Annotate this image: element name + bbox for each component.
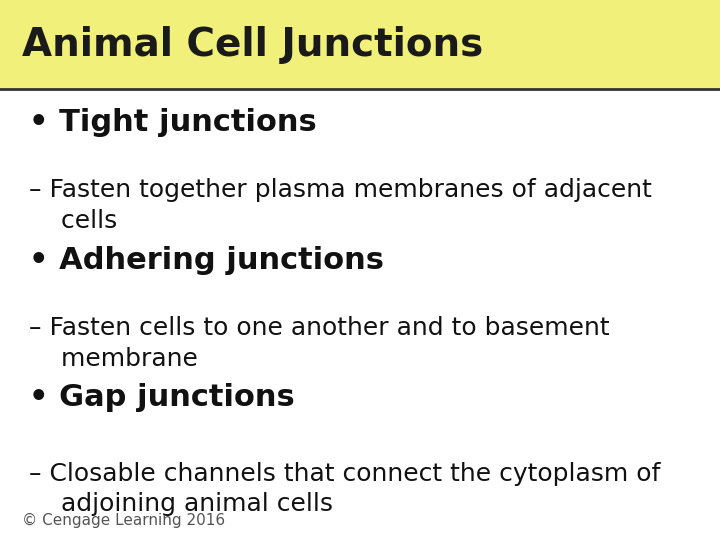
Text: • Tight junctions: • Tight junctions xyxy=(29,108,317,137)
Text: © Cengage Learning 2016: © Cengage Learning 2016 xyxy=(22,513,225,528)
Text: – Fasten cells to one another and to basement
    membrane: – Fasten cells to one another and to bas… xyxy=(29,316,609,370)
Text: – Closable channels that connect the cytoplasm of
    adjoining animal cells: – Closable channels that connect the cyt… xyxy=(29,462,660,516)
FancyBboxPatch shape xyxy=(0,0,720,89)
Text: • Adhering junctions: • Adhering junctions xyxy=(29,246,384,275)
Text: – Fasten together plasma membranes of adjacent
    cells: – Fasten together plasma membranes of ad… xyxy=(29,178,652,233)
Text: • Gap junctions: • Gap junctions xyxy=(29,383,294,413)
Text: Animal Cell Junctions: Animal Cell Junctions xyxy=(22,25,483,64)
